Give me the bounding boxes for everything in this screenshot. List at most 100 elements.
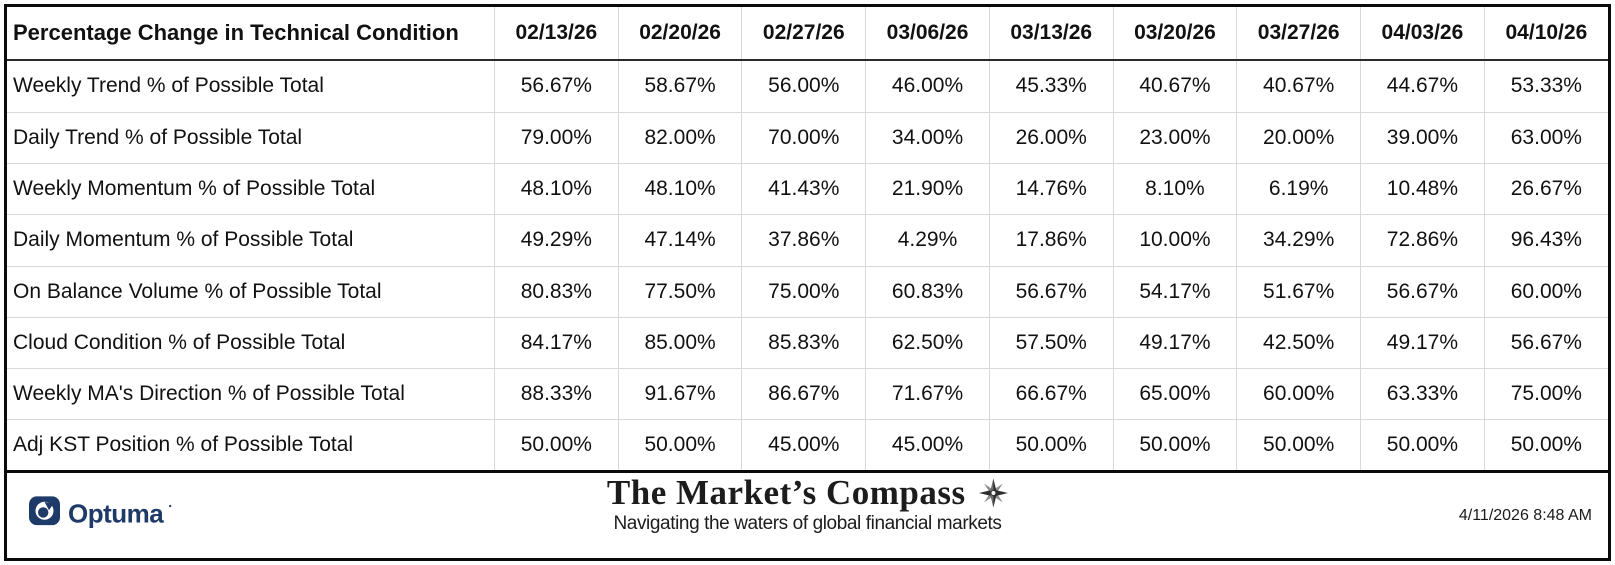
value-cell: 49.17% — [1360, 317, 1485, 370]
value-cell: 10.00% — [1113, 214, 1238, 267]
column-header-date: 03/06/26 — [865, 7, 990, 61]
value-cell: 45.00% — [741, 419, 867, 470]
value-cell: 23.00% — [1113, 112, 1238, 165]
column-header-date: 02/20/26 — [618, 7, 743, 61]
row-label: Daily Momentum % of Possible Total — [7, 214, 495, 267]
value-cell: 26.67% — [1484, 163, 1608, 216]
value-cell: 56.67% — [1484, 317, 1608, 370]
compass-rose-icon — [978, 478, 1008, 513]
column-header-date: 03/27/26 — [1236, 7, 1362, 61]
value-cell: 49.17% — [1113, 317, 1238, 370]
value-cell: 50.00% — [618, 419, 743, 470]
value-cell: 62.50% — [865, 317, 990, 370]
value-cell: 34.29% — [1236, 214, 1362, 267]
column-header-date: 02/13/26 — [494, 7, 619, 61]
value-cell: 37.86% — [741, 214, 867, 267]
table-row: Cloud Condition % of Possible Total 84.17… — [7, 317, 1608, 370]
value-cell: 66.67% — [989, 368, 1114, 421]
value-cell: 45.00% — [865, 419, 990, 470]
value-cell: 91.67% — [618, 368, 743, 421]
value-cell: 39.00% — [1360, 112, 1485, 165]
optuma-logo-icon — [29, 495, 63, 530]
value-cell: 4.29% — [865, 214, 990, 267]
value-cell: 53.33% — [1484, 60, 1608, 113]
value-cell: 50.00% — [989, 419, 1114, 470]
value-cell: 20.00% — [1236, 112, 1362, 165]
row-label: Cloud Condition % of Possible Total — [7, 317, 495, 370]
header-row: Percentage Change in Technical Condition… — [7, 7, 1608, 61]
table-row: Daily Trend % of Possible Total 79.00% 82.… — [7, 112, 1608, 165]
value-cell: 51.67% — [1236, 266, 1362, 318]
value-cell: 56.67% — [1360, 266, 1485, 318]
table-row: Daily Momentum % of Possible Total 49.29%… — [7, 214, 1608, 267]
value-cell: 60.00% — [1484, 266, 1608, 318]
market-compass-brand: The Market’s Compass Navigating the wate… — [607, 474, 1008, 534]
table-header: Percentage Change in Technical Condition… — [7, 7, 1608, 61]
value-cell: 56.67% — [989, 266, 1114, 318]
column-header-date: 02/27/26 — [741, 7, 867, 61]
value-cell: 57.50% — [989, 317, 1114, 370]
report-timestamp: 4/11/2026 8:48 AM — [1458, 506, 1592, 524]
table-body: Weekly Trend % of Possible Total 56.67% 58… — [7, 60, 1608, 470]
value-cell: 75.00% — [1484, 368, 1608, 421]
value-cell: 65.00% — [1113, 368, 1238, 421]
value-cell: 77.50% — [618, 266, 743, 318]
market-compass-title: The Market’s Compass — [606, 473, 966, 513]
value-cell: 8.10% — [1113, 163, 1238, 216]
value-cell: 58.67% — [618, 60, 743, 113]
value-cell: 54.17% — [1113, 266, 1238, 318]
value-cell: 17.86% — [989, 214, 1114, 267]
value-cell: 46.00% — [865, 60, 990, 113]
value-cell: 85.83% — [741, 317, 867, 370]
value-cell: 50.00% — [1113, 419, 1238, 470]
row-label: On Balance Volume % of Possible Total — [7, 266, 495, 318]
value-cell: 48.10% — [494, 163, 619, 216]
value-cell: 72.86% — [1360, 214, 1485, 267]
row-label: Weekly Momentum % of Possible Total — [7, 163, 495, 216]
table-title: Percentage Change in Technical Condition — [7, 7, 495, 61]
value-cell: 6.19% — [1236, 163, 1362, 216]
value-cell: 14.76% — [989, 163, 1114, 216]
value-cell: 47.14% — [618, 214, 743, 267]
row-label: Adj KST Position % of Possible Total — [7, 419, 495, 470]
value-cell: 80.83% — [494, 266, 619, 318]
column-header-date: 03/13/26 — [989, 7, 1114, 61]
technical-condition-table: Percentage Change in Technical Condition… — [7, 7, 1608, 470]
value-cell: 56.67% — [494, 60, 619, 113]
column-header-date: 04/03/26 — [1360, 7, 1485, 61]
value-cell: 56.00% — [741, 60, 867, 113]
optuma-logo: Optuma · — [29, 495, 173, 530]
value-cell: 34.00% — [865, 112, 990, 165]
footer: Optuma · The Market’s Compass Nav — [7, 470, 1608, 558]
value-cell: 41.43% — [741, 163, 867, 216]
value-cell: 40.67% — [1113, 60, 1238, 113]
value-cell: 49.29% — [494, 214, 619, 267]
row-label: Weekly Trend % of Possible Total — [7, 60, 495, 113]
value-cell: 84.17% — [494, 317, 619, 370]
value-cell: 60.00% — [1236, 368, 1362, 421]
table-row: Weekly Trend % of Possible Total 56.67% 58… — [7, 60, 1608, 113]
value-cell: 75.00% — [741, 266, 867, 318]
value-cell: 50.00% — [1236, 419, 1362, 470]
value-cell: 82.00% — [618, 112, 743, 165]
table-row: Adj KST Position % of Possible Total 50.0… — [7, 419, 1608, 470]
brand-tagline: Navigating the waters of global financia… — [613, 512, 1002, 534]
value-cell: 42.50% — [1236, 317, 1362, 370]
value-cell: 70.00% — [741, 112, 867, 165]
value-cell: 50.00% — [494, 419, 619, 470]
value-cell: 63.00% — [1484, 112, 1608, 165]
value-cell: 48.10% — [618, 163, 743, 216]
table-row: Weekly MA's Direction % of Possible Tota… — [7, 368, 1608, 421]
value-cell: 21.90% — [865, 163, 990, 216]
optuma-brand-text: Optuma — [68, 497, 164, 528]
value-cell: 50.00% — [1360, 419, 1485, 470]
value-cell: 45.33% — [989, 60, 1114, 113]
value-cell: 50.00% — [1510, 433, 1582, 457]
value-cell: 40.67% — [1236, 60, 1362, 113]
table-container: Percentage Change in Technical Condition… — [7, 7, 1608, 470]
value-cell: 85.00% — [618, 317, 743, 370]
value-cell: 26.00% — [989, 112, 1114, 165]
table-row: On Balance Volume % of Possible Total 80.… — [7, 266, 1608, 318]
optuma-trademark-dot: · — [168, 496, 173, 513]
